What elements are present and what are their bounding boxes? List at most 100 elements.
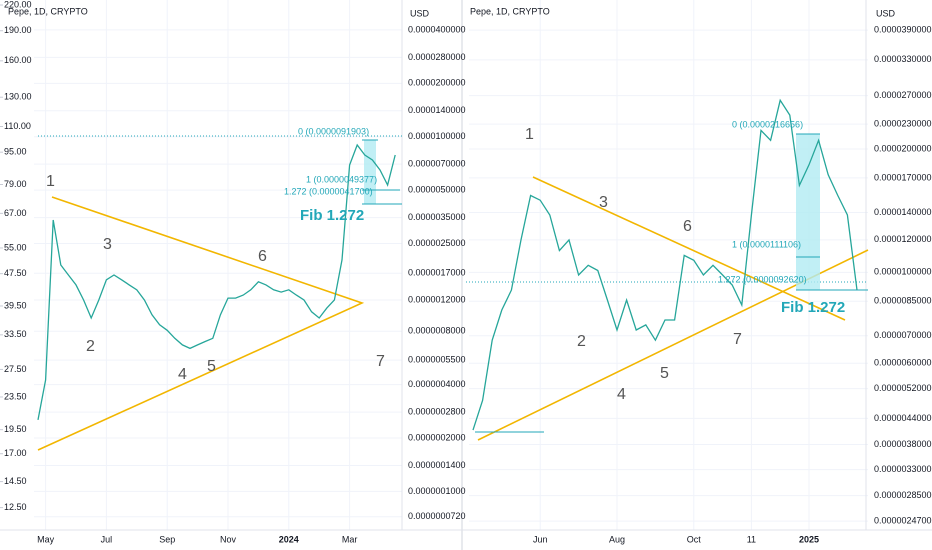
x-tick-label: Aug: [609, 534, 625, 544]
x-tick-label: Jun: [533, 534, 548, 544]
y2-tick-label: 39.50: [4, 300, 27, 310]
y-tick-label: 0.0000050000: [408, 184, 466, 194]
y2-tick-label: 17.00: [4, 448, 27, 458]
wave-label: 2: [86, 338, 95, 355]
chart-title: Pepe, 1D, CRYPTO: [470, 6, 550, 16]
y2-tick-label: 110.00: [4, 121, 31, 131]
y-tick-label: 0.0000330000: [874, 54, 932, 64]
fib-level: 0 (0.0000091903): [298, 126, 369, 136]
y-tick-label: 0.0000008000: [408, 326, 466, 336]
wave-label: 1: [525, 126, 534, 143]
wave-label: 6: [683, 218, 692, 235]
y-tick-label: 0.0000038000: [874, 439, 932, 449]
y-tick-label: 0.0000390000: [874, 25, 932, 35]
y-tick-label: 0.0000001000: [408, 486, 466, 496]
x-tick-label: 11: [747, 534, 756, 544]
y-tick-label: 0.0000002000: [408, 432, 466, 442]
x-tick-label: 2024: [279, 534, 299, 544]
wave-label: 5: [660, 365, 669, 382]
price-line: [472, 98, 858, 431]
fib-level: 1 (0.0000111106): [732, 239, 801, 249]
y-tick-label: 0.0000035000: [408, 212, 466, 222]
y-tick-label: 0.0000004000: [408, 379, 466, 389]
y-tick-label: 0.0000025000: [408, 238, 466, 248]
triangle-line: [532, 176, 846, 321]
axis-unit: USD: [410, 8, 430, 18]
y2-tick-label: 130.00: [4, 92, 32, 102]
wave-label: 6: [258, 248, 267, 265]
y-tick-label: 0.0000280000: [408, 52, 466, 62]
y-tick-label: 0.0000200000: [408, 78, 466, 88]
y-tick-label: 0.0000120000: [874, 234, 932, 244]
wave-label: 2: [577, 333, 586, 350]
y-tick-label: 0.0000270000: [874, 90, 932, 100]
fib-level: 1.272 (0.0000092620): [718, 274, 807, 284]
y-tick-label: 0.0000002800: [408, 406, 466, 416]
wave-label: 5: [207, 358, 216, 375]
y-tick-label: 0.0000024700: [874, 516, 932, 526]
y-tick-label: 0.0000070000: [408, 159, 466, 169]
y-tick-label: 0.0000085000: [874, 296, 932, 306]
wave-label: 4: [617, 386, 626, 403]
y2-tick-label: 19.50: [4, 424, 27, 434]
fib-label: Fib 1.272: [300, 207, 364, 224]
y-tick-label: 0.0000400000: [408, 24, 466, 34]
y-tick-label: 0.0000044000: [874, 413, 932, 423]
y-tick-label: 0.0000140000: [408, 105, 466, 115]
price-line: [37, 143, 396, 421]
y2-tick-label: 95.00: [4, 147, 27, 157]
y-tick-label: 0.0000052000: [874, 383, 932, 393]
wave-label: 1: [46, 173, 55, 190]
y-tick-label: 0.0000028500: [874, 490, 932, 500]
wave-label: 7: [733, 331, 742, 348]
wave-label: 7: [376, 353, 385, 370]
y2-tick-label: 220.00: [4, 0, 32, 9]
y-tick-label: 0.0000033000: [874, 464, 932, 474]
axis-unit: USD: [876, 8, 896, 18]
y2-tick-label: 12.50: [4, 502, 27, 512]
x-tick-label: Nov: [220, 534, 237, 544]
fib-level: 1 (0.0000049377): [306, 174, 377, 184]
triangle-line: [37, 196, 365, 451]
wave-label: 4: [178, 366, 187, 383]
y-tick-label: 0.0000200000: [874, 143, 932, 153]
fib-label: Fib 1.272: [781, 299, 845, 316]
y-tick-label: 0.0000100000: [874, 267, 932, 277]
wave-label: 3: [103, 236, 112, 253]
y2-tick-label: 190.00: [4, 25, 32, 35]
x-tick-label: Mar: [342, 534, 358, 544]
y2-tick-label: 160.00: [4, 55, 32, 65]
series-layer: [37, 98, 858, 431]
y-tick-label: 0.0000001400: [408, 460, 466, 470]
y-tick-label: 0.0000005500: [408, 354, 466, 364]
y-tick-label: 0.0000170000: [874, 172, 932, 182]
fib-level: 1.272 (0.0000041700): [284, 186, 373, 196]
x-tick-label: Oct: [687, 534, 702, 544]
y2-tick-label: 67.00: [4, 208, 27, 218]
y-tick-label: 0.0000060000: [874, 358, 932, 368]
y-tick-label: 0.0000140000: [874, 207, 932, 217]
grid-layer: [34, 0, 868, 530]
y2-tick-label: 47.50: [4, 268, 27, 278]
y2-tick-label: 55.00: [4, 242, 27, 252]
y2-tick-label: 79.00: [4, 179, 27, 189]
y2-tick-label: 23.50: [4, 391, 27, 401]
y-tick-label: 0.0000070000: [874, 330, 932, 340]
y2-tick-label: 27.50: [4, 364, 27, 374]
x-tick-label: 2025: [799, 534, 819, 544]
wave-label: 3: [599, 194, 608, 211]
y2-tick-label: 33.50: [4, 329, 27, 339]
x-tick-label: May: [37, 534, 55, 544]
x-tick-label: Sep: [159, 534, 175, 544]
fib-box: [796, 134, 820, 290]
y-tick-label: 0.0000000720: [408, 511, 466, 521]
chart-title: Pepe, 1D, CRYPTO: [8, 6, 88, 16]
x-tick-label: Jul: [101, 534, 113, 544]
y-tick-label: 0.0000017000: [408, 268, 466, 278]
y-tick-label: 0.0000100000: [408, 131, 466, 141]
y-tick-label: 0.0000012000: [408, 294, 466, 304]
y2-tick-label: 14.50: [4, 476, 27, 486]
y-tick-label: 0.0000230000: [874, 118, 932, 128]
